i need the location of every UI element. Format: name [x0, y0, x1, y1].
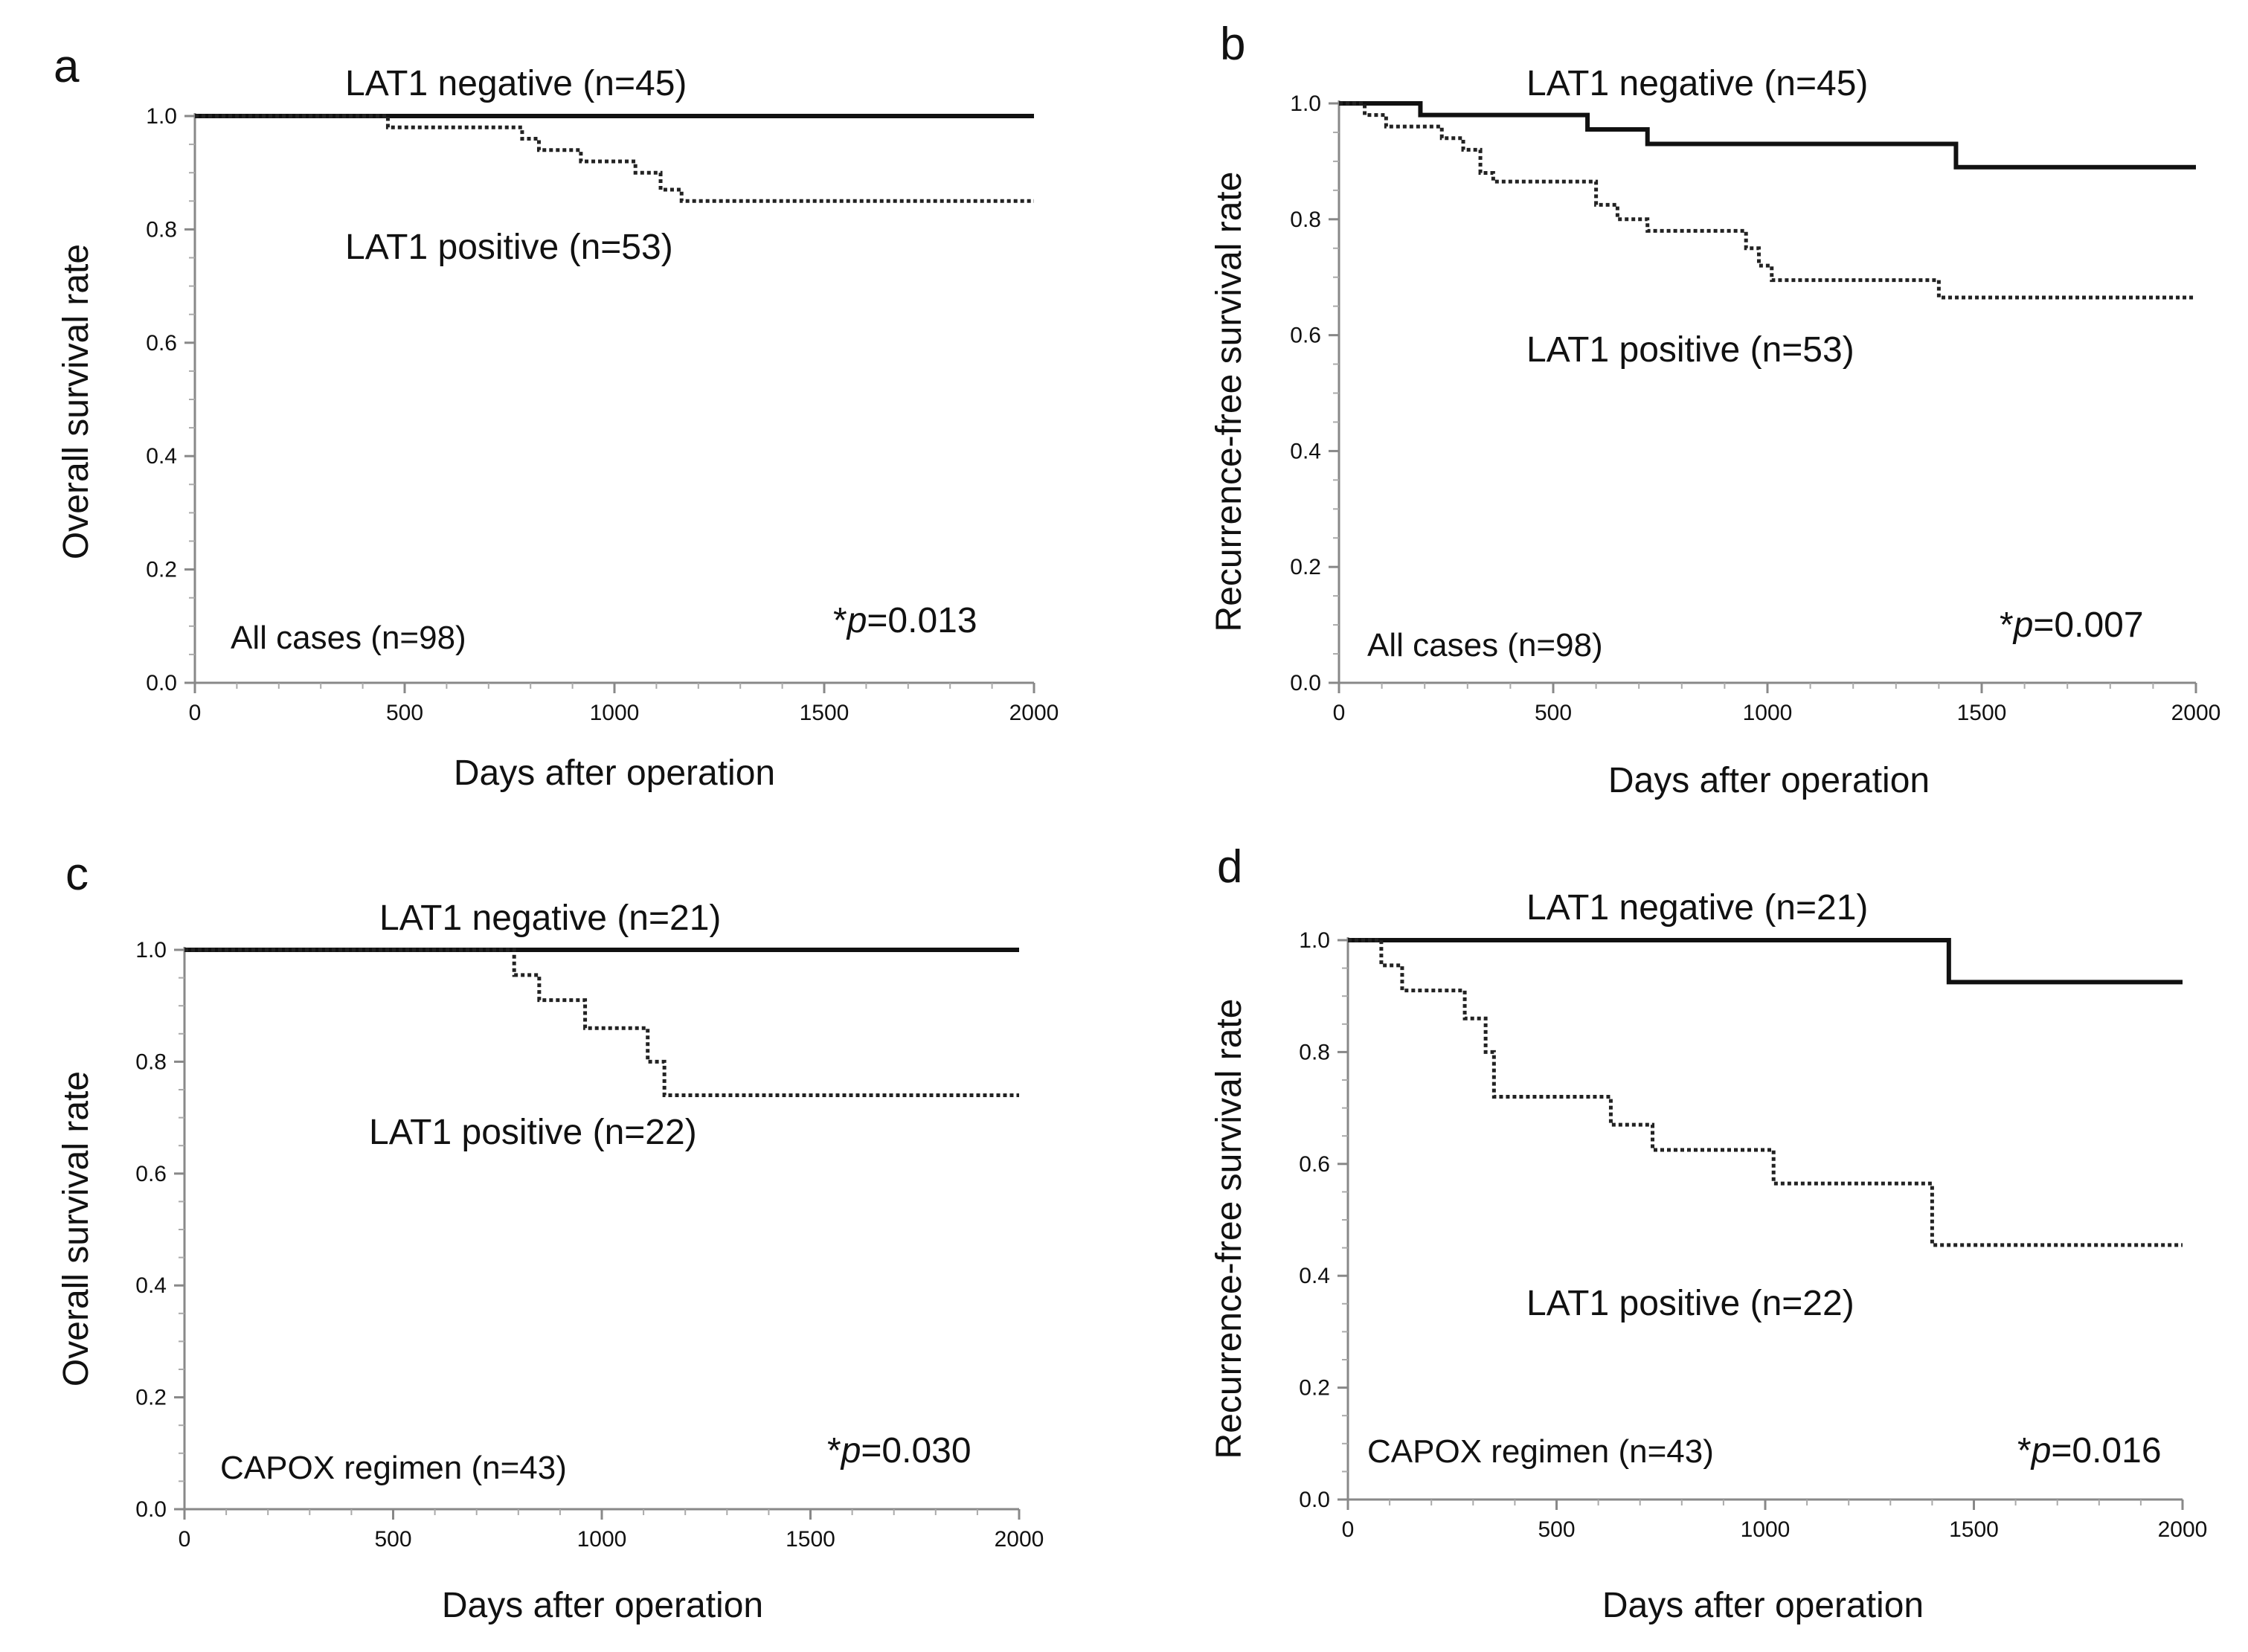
panel-d: d 0 500 1000 1500 2000 0.0 0.2 0.4 0.6 0.8 1.0 Days … — [1210, 841, 2207, 1625]
x-tick-label: 1500 — [786, 1527, 835, 1552]
y-tick-label: 1.0 — [1299, 928, 1330, 953]
y-tick-label: 0.0 — [146, 671, 177, 695]
x-tick-label: 2000 — [1009, 701, 1059, 725]
curve-label-lat1-negative: LAT1 negative (n=45) — [345, 64, 687, 103]
panel-c: c 0 500 1000 1500 2000 0.0 0.2 0.4 0.6 0.8 1.0 Days … — [57, 849, 1044, 1625]
p-value-symbol: p — [846, 601, 867, 640]
curve-label-lat1-negative: LAT1 negative (n=45) — [1526, 64, 1868, 103]
panel-letter: d — [1217, 841, 1242, 893]
panel-a: a 0 500 1000 1500 2000 0.0 0.2 0.4 0.6 0.8 1.0 Days … — [54, 41, 1059, 793]
p-value-number: =0.013 — [867, 601, 977, 640]
p-value-annotation: *p=0.016 — [2017, 1431, 2162, 1471]
cohort-label: All cases (n=98) — [231, 620, 466, 656]
curve-label-lat1-negative: LAT1 negative (n=21) — [379, 899, 721, 938]
y-tick-label: 0.6 — [146, 331, 177, 356]
x-tick-label: 0 — [179, 1527, 191, 1552]
p-value-number: =0.007 — [2033, 605, 2143, 645]
y-tick-label: 0.6 — [1299, 1152, 1330, 1177]
x-tick-label: 1000 — [577, 1527, 627, 1552]
y-axis-title: Overall survival rate — [57, 244, 96, 559]
y-axis-title: Overall survival rate — [57, 1071, 96, 1386]
y-tick-label: 0.0 — [135, 1497, 167, 1522]
x-tick-label: 1000 — [1743, 701, 1793, 725]
y-tick-label: 0.4 — [146, 444, 177, 469]
panel-letter: a — [54, 41, 80, 92]
curve-label-lat1-positive: LAT1 positive (n=22) — [369, 1113, 697, 1152]
x-axis-title: Days after operation — [442, 1586, 763, 1625]
series-line-lat1-positive — [184, 948, 1019, 1098]
y-tick-label: 0.8 — [146, 217, 177, 242]
y-tick-label: 0.6 — [135, 1162, 167, 1186]
panel-b: b 0 500 1000 1500 2000 0.0 0.2 0.4 0.6 0.8 1.0 Days … — [1210, 19, 2220, 800]
p-value-symbol: p — [2012, 605, 2034, 645]
y-tick-label: 0.2 — [135, 1386, 167, 1410]
y-tick-label: 0.4 — [1290, 439, 1321, 463]
y-tick-label: 0.2 — [1290, 555, 1321, 579]
p-value-asterisk: * — [833, 601, 847, 640]
y-tick-label: 0.4 — [1299, 1264, 1330, 1288]
y-axis-title: Recurrence-free survival rate — [1210, 999, 1249, 1459]
p-value-symbol: p — [2030, 1431, 2052, 1471]
y-tick-label: 0.0 — [1290, 671, 1321, 695]
x-tick-label: 500 — [1535, 701, 1572, 725]
x-tick-label: 1000 — [590, 701, 640, 725]
p-value-asterisk: * — [2017, 1431, 2032, 1471]
x-tick-label: 1500 — [1957, 701, 2007, 725]
x-tick-label: 2000 — [2171, 701, 2221, 725]
x-tick-label: 1000 — [1741, 1517, 1791, 1542]
p-value-number: =0.030 — [861, 1431, 971, 1471]
series-line-lat1-negative — [1348, 938, 2183, 985]
x-axis-title: Days after operation — [1602, 1586, 1924, 1625]
curve-label-lat1-positive: LAT1 positive (n=53) — [1526, 330, 1854, 370]
cohort-label: CAPOX regimen (n=43) — [220, 1450, 567, 1486]
x-tick-label: 1500 — [1949, 1517, 1999, 1542]
panel-letter: c — [65, 849, 89, 900]
series-line-lat1-negative — [1339, 101, 2196, 170]
y-tick-label: 0.2 — [146, 558, 177, 582]
x-tick-label: 2000 — [2158, 1517, 2208, 1542]
p-value-annotation: *p=0.030 — [827, 1431, 972, 1471]
y-tick-label: 0.4 — [135, 1273, 167, 1298]
y-tick-label: 1.0 — [1290, 91, 1321, 116]
p-value-number: =0.016 — [2051, 1431, 2161, 1471]
curve-label-lat1-negative: LAT1 negative (n=21) — [1526, 888, 1868, 928]
x-axis-title: Days after operation — [454, 753, 775, 793]
series-line-lat1-positive — [1348, 938, 2183, 1247]
x-tick-label: 1500 — [800, 701, 850, 725]
p-value-asterisk: * — [827, 1431, 841, 1471]
series-line-lat1-positive — [1339, 101, 2196, 300]
cohort-label: CAPOX regimen (n=43) — [1367, 1433, 1714, 1470]
x-tick-label: 500 — [386, 701, 423, 725]
series-line-lat1-positive — [195, 114, 1034, 203]
p-value-annotation: *p=0.013 — [833, 601, 977, 640]
p-value-annotation: *p=0.007 — [2000, 605, 2144, 645]
y-tick-label: 0.2 — [1299, 1376, 1330, 1401]
y-axis-title: Recurrence-free survival rate — [1210, 172, 1249, 632]
x-tick-label: 0 — [1342, 1517, 1355, 1542]
x-tick-label: 0 — [189, 701, 202, 725]
y-tick-label: 0.8 — [1290, 208, 1321, 232]
p-value-asterisk: * — [2000, 605, 2014, 645]
y-tick-label: 0.8 — [135, 1050, 167, 1074]
y-tick-label: 1.0 — [135, 938, 167, 962]
x-axis-title: Days after operation — [1608, 761, 1930, 800]
p-value-symbol: p — [840, 1431, 861, 1471]
y-tick-label: 0.6 — [1290, 324, 1321, 348]
curve-label-lat1-positive: LAT1 positive (n=22) — [1526, 1284, 1854, 1323]
y-tick-label: 0.0 — [1299, 1488, 1330, 1512]
panel-letter: b — [1220, 19, 1245, 70]
x-tick-label: 500 — [1538, 1517, 1575, 1542]
x-tick-label: 2000 — [995, 1527, 1044, 1552]
x-tick-label: 500 — [374, 1527, 411, 1552]
cohort-label: All cases (n=98) — [1367, 627, 1603, 663]
curve-label-lat1-positive: LAT1 positive (n=53) — [345, 228, 673, 267]
x-tick-label: 0 — [1333, 701, 1346, 725]
y-tick-label: 0.8 — [1299, 1040, 1330, 1064]
y-tick-label: 1.0 — [146, 104, 177, 129]
